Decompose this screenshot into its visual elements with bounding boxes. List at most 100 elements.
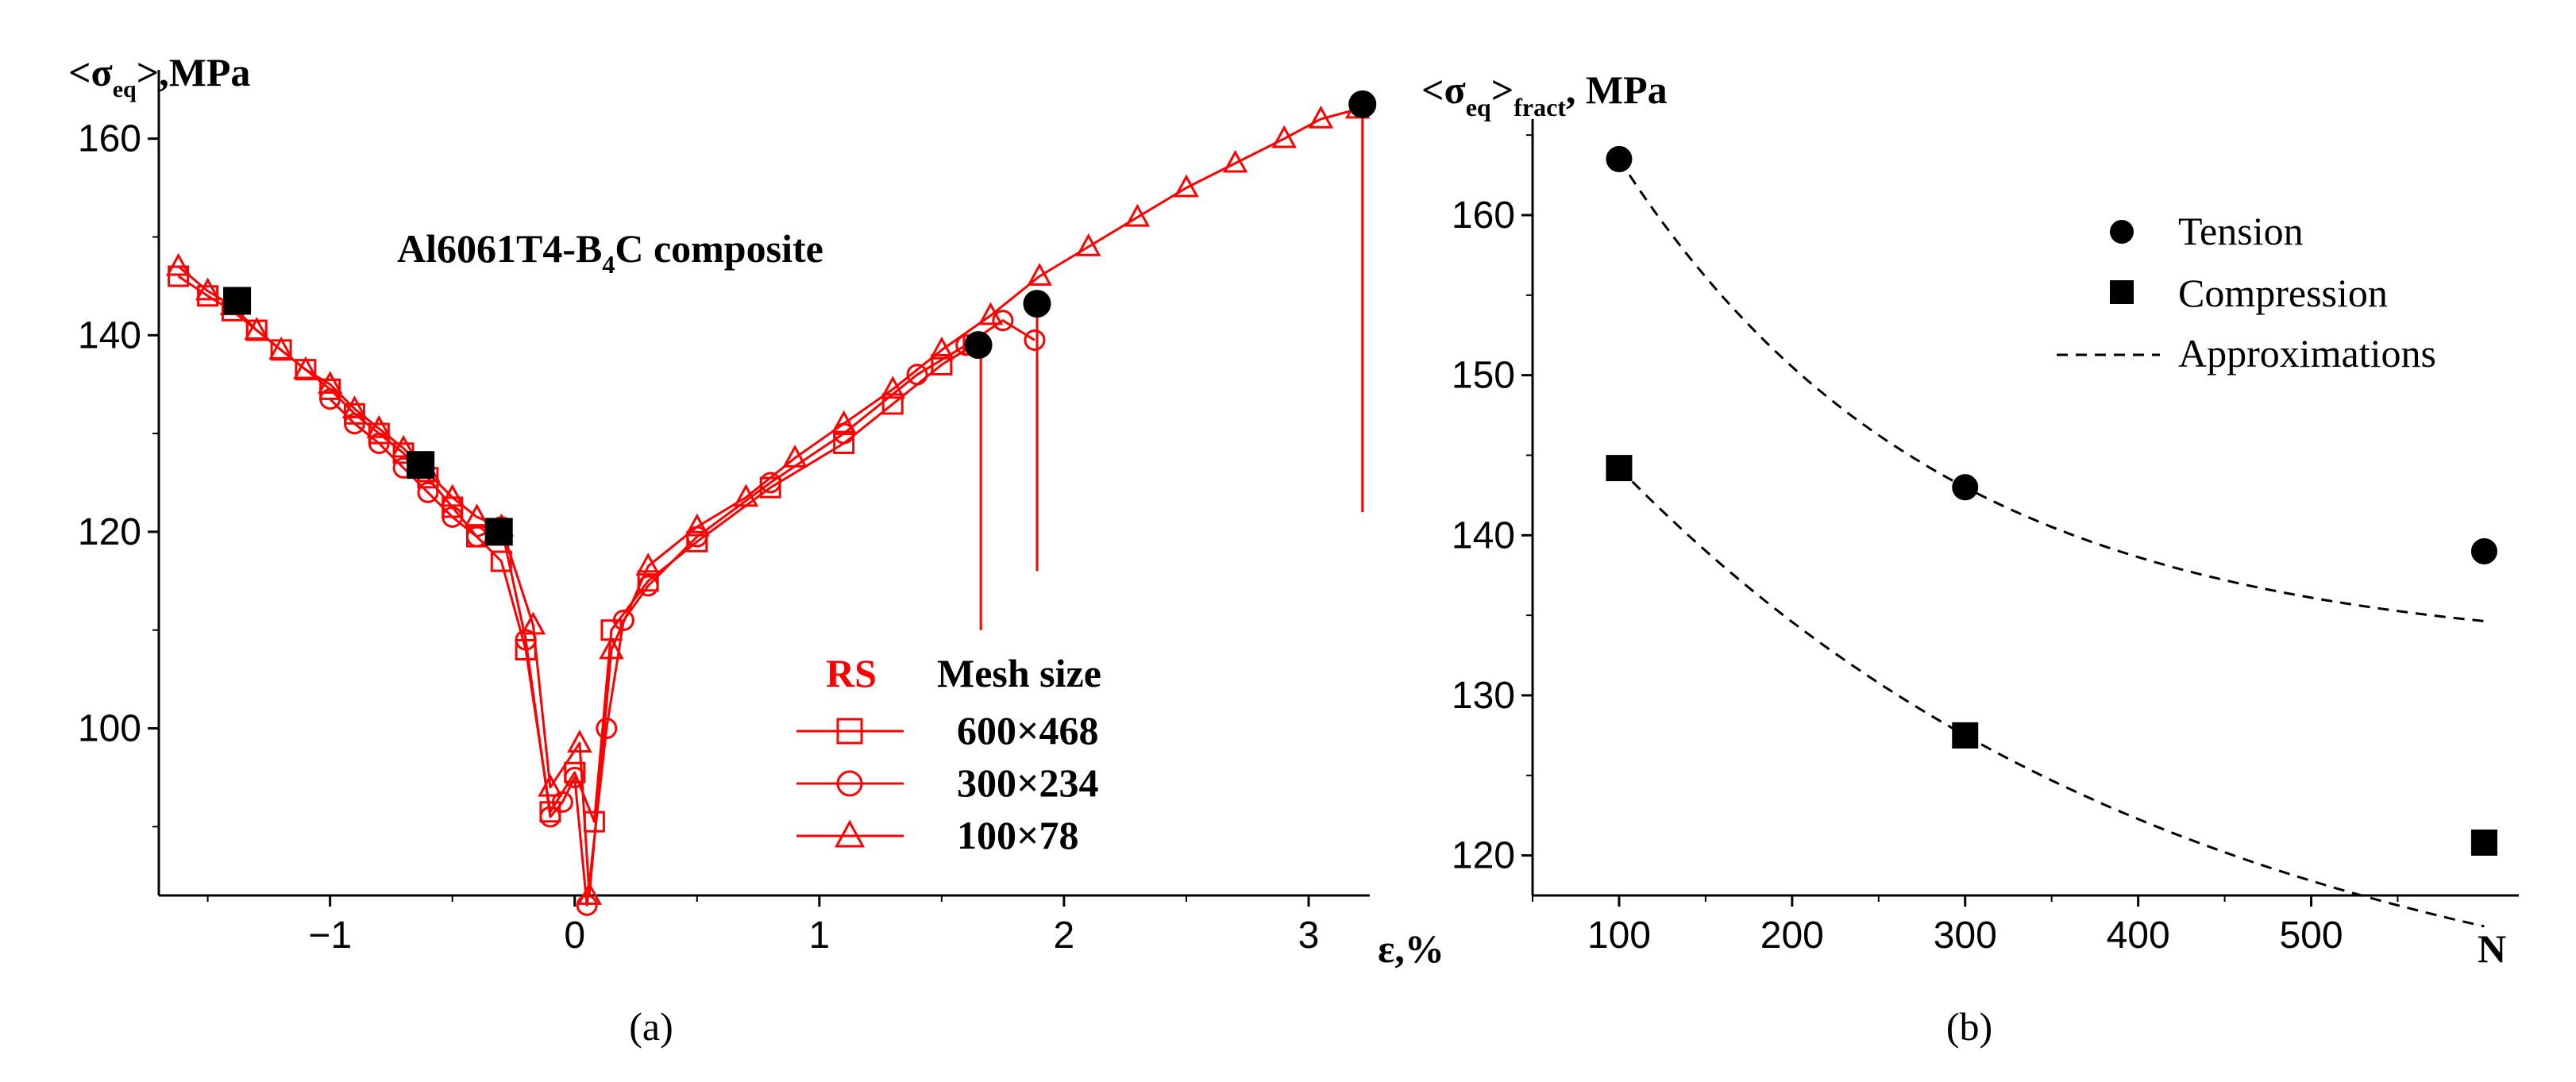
- data-point-triangle-2-33: [1308, 105, 1334, 129]
- data-point-circle-1-9: [539, 806, 561, 828]
- panel-b: 120 130 140 150 160 100 200 300 400 500 <σeq>fra…: [1421, 67, 2519, 1049]
- data-point-triangle-2-28: [1075, 233, 1101, 256]
- data-point-triangle-2-22: [782, 445, 808, 468]
- data-point-triangle-2-16: [567, 730, 592, 753]
- y-tick-label-b-2: 140: [1452, 514, 1515, 556]
- data-point-triangle-2-20: [684, 513, 710, 537]
- x-tick-label-a-0: −1: [308, 915, 352, 957]
- highlight-points-a: [223, 90, 1377, 546]
- compression-point-2: [2470, 829, 2497, 856]
- x-tick-label-b-0: 100: [1587, 915, 1651, 957]
- data-point-triangle-2-25: [929, 336, 954, 360]
- chart-title-a: Al6061T4-B4C composite: [397, 226, 823, 279]
- data-point-triangle-2-32: [1271, 125, 1297, 148]
- legend-label-compression: Compression: [2178, 271, 2388, 315]
- y-tick-label-a-2: 140: [78, 314, 141, 356]
- data-point-triangle-2-31: [1222, 149, 1248, 173]
- y-tick-label-b-3: 150: [1452, 355, 1515, 397]
- data-point-triangle-2-8: [366, 414, 392, 438]
- data-point-triangle-2-21: [733, 483, 759, 507]
- data-point-triangle-2-6: [317, 371, 343, 395]
- data-point-circle-1-0: [319, 388, 341, 410]
- highlight-point-square-2: [484, 518, 513, 546]
- points-b: [1606, 145, 2497, 856]
- x-axis-label-b: N: [2478, 926, 2506, 971]
- panel-label-b: (b): [1946, 1004, 1992, 1049]
- y-ticks-a: 100 120 140 160: [78, 118, 159, 828]
- series-line-1: [329, 319, 1035, 907]
- legend-title-rs: RS: [826, 651, 877, 695]
- data-point-circle-1-11: [564, 766, 586, 788]
- data-point-triangle-2-26: [978, 302, 1004, 325]
- highlight-point-square-0: [223, 287, 252, 315]
- data-point-circle-1-13: [596, 718, 618, 740]
- panel-label-a: (a): [629, 1004, 673, 1049]
- data-point-square-0-20: [686, 530, 708, 553]
- data-point-square-0-19: [637, 570, 659, 592]
- y-ticks-b: 120 130 140 150 160: [1452, 134, 1533, 877]
- highlight-point-square-1: [407, 451, 435, 479]
- data-point-triangle-2-3: [244, 317, 269, 340]
- y-axis-label-b: <σeq>fract, MPa: [1421, 67, 1668, 121]
- data-point-circle-1-5: [442, 506, 464, 528]
- tension-point-2: [2470, 537, 2497, 564]
- data-point-circle-1-14: [612, 609, 634, 631]
- data-point-triangle-2-24: [880, 375, 905, 399]
- x-ticks-a: −1 0 1 2 3: [206, 895, 1319, 957]
- tension-point-1: [1952, 474, 1979, 501]
- legend-marker-square: [836, 718, 863, 745]
- legend-label-approximations: Approximations: [2178, 331, 2436, 375]
- data-point-triangle-2-1: [195, 277, 221, 301]
- legend-marker-triangle: [834, 819, 866, 848]
- legend-b: Tension Compression Approximations: [2057, 209, 2436, 375]
- approximation-curve-tension: [1618, 158, 2485, 622]
- legend-label-300x234: 300×234: [957, 760, 1099, 805]
- data-point-triangle-2-17: [577, 882, 602, 905]
- series-a: [165, 95, 1371, 916]
- legend-title-mesh: Mesh size: [937, 651, 1101, 695]
- data-point-triangle-2-14: [520, 611, 546, 635]
- data-point-circle-1-10: [551, 791, 573, 813]
- data-point-circle-1-2: [368, 432, 390, 454]
- data-point-triangle-2-23: [831, 410, 857, 433]
- series-line-2: [177, 108, 1358, 897]
- data-point-triangle-2-18: [599, 636, 624, 660]
- x-axis-label-a: ε,%: [1378, 926, 1444, 971]
- legend-marker-tension: [2110, 220, 2134, 244]
- legend-label-100x78: 100×78: [957, 813, 1079, 857]
- x-tick-label-b-1: 200: [1760, 915, 1824, 957]
- x-tick-label-a-1: 0: [564, 915, 585, 957]
- legend-marker-circle: [836, 770, 863, 797]
- compression-point-0: [1606, 455, 1633, 482]
- y-tick-label-a-3: 160: [78, 118, 141, 160]
- data-point-circle-1-19: [906, 364, 928, 386]
- data-point-triangle-2-30: [1174, 174, 1199, 198]
- data-point-square-0-13: [490, 550, 512, 572]
- panel-a: 100 120 140 160 −1 0 1 2 3 <σeq>,MPa ε,% Al6061…: [68, 50, 1444, 1049]
- data-point-circle-1-1: [343, 413, 365, 435]
- approximation-curve-compression: [1618, 467, 2485, 928]
- compression-point-1: [1952, 722, 1979, 749]
- data-point-triangle-2-4: [268, 336, 294, 360]
- data-point-triangle-2-29: [1124, 203, 1151, 227]
- x-tick-label-a-3: 2: [1054, 915, 1075, 957]
- x-tick-label-b-4: 500: [2279, 915, 2343, 957]
- highlight-point-circle-2: [1348, 90, 1377, 118]
- highlight-point-circle-0: [964, 331, 993, 360]
- y-tick-label-b-4: 160: [1452, 194, 1515, 237]
- data-point-triangle-2-9: [391, 434, 416, 458]
- data-point-circle-1-17: [759, 472, 781, 494]
- data-point-triangle-2-0: [165, 252, 191, 276]
- data-point-circle-1-22: [1024, 329, 1046, 351]
- approximation-curves: [1618, 158, 2485, 928]
- legend-marker-compression: [2110, 280, 2134, 304]
- fracture-drops: [979, 104, 1364, 630]
- data-point-triangle-2-27: [1027, 263, 1052, 286]
- data-point-circle-1-21: [992, 310, 1014, 332]
- legend-a: RS Mesh size 600×468 300×234 100×78: [796, 651, 1101, 857]
- data-point-triangle-2-15: [538, 773, 563, 797]
- tension-point-0: [1606, 145, 1633, 172]
- data-point-circle-1-12: [576, 894, 598, 916]
- data-point-triangle-2-19: [635, 553, 661, 576]
